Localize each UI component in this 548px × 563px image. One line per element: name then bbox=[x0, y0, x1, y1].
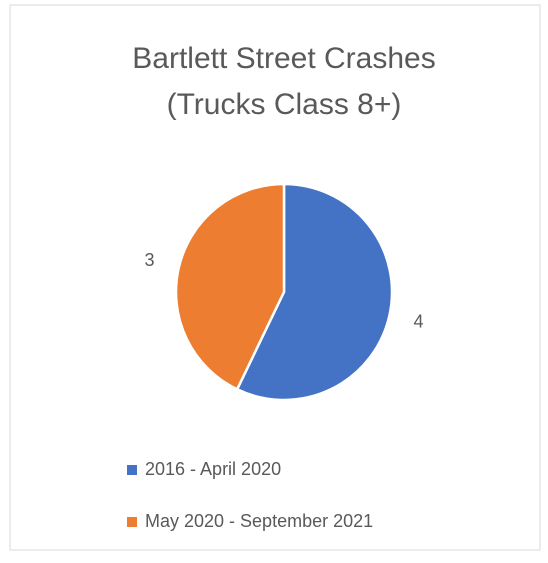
pie-slice bbox=[174, 182, 286, 391]
legend-label: 2016 - April 2020 bbox=[145, 459, 281, 479]
pie-slice bbox=[235, 182, 394, 402]
chart-title: Bartlett Street Crashes bbox=[132, 42, 435, 75]
data-label: 3 bbox=[144, 250, 154, 270]
data-label: 4 bbox=[414, 311, 424, 331]
legend-label: May 2020 - September 2021 bbox=[145, 511, 373, 531]
legend-swatch bbox=[127, 465, 137, 475]
chart-title: (Trucks Class 8+) bbox=[167, 88, 402, 121]
legend-swatch bbox=[127, 517, 137, 527]
